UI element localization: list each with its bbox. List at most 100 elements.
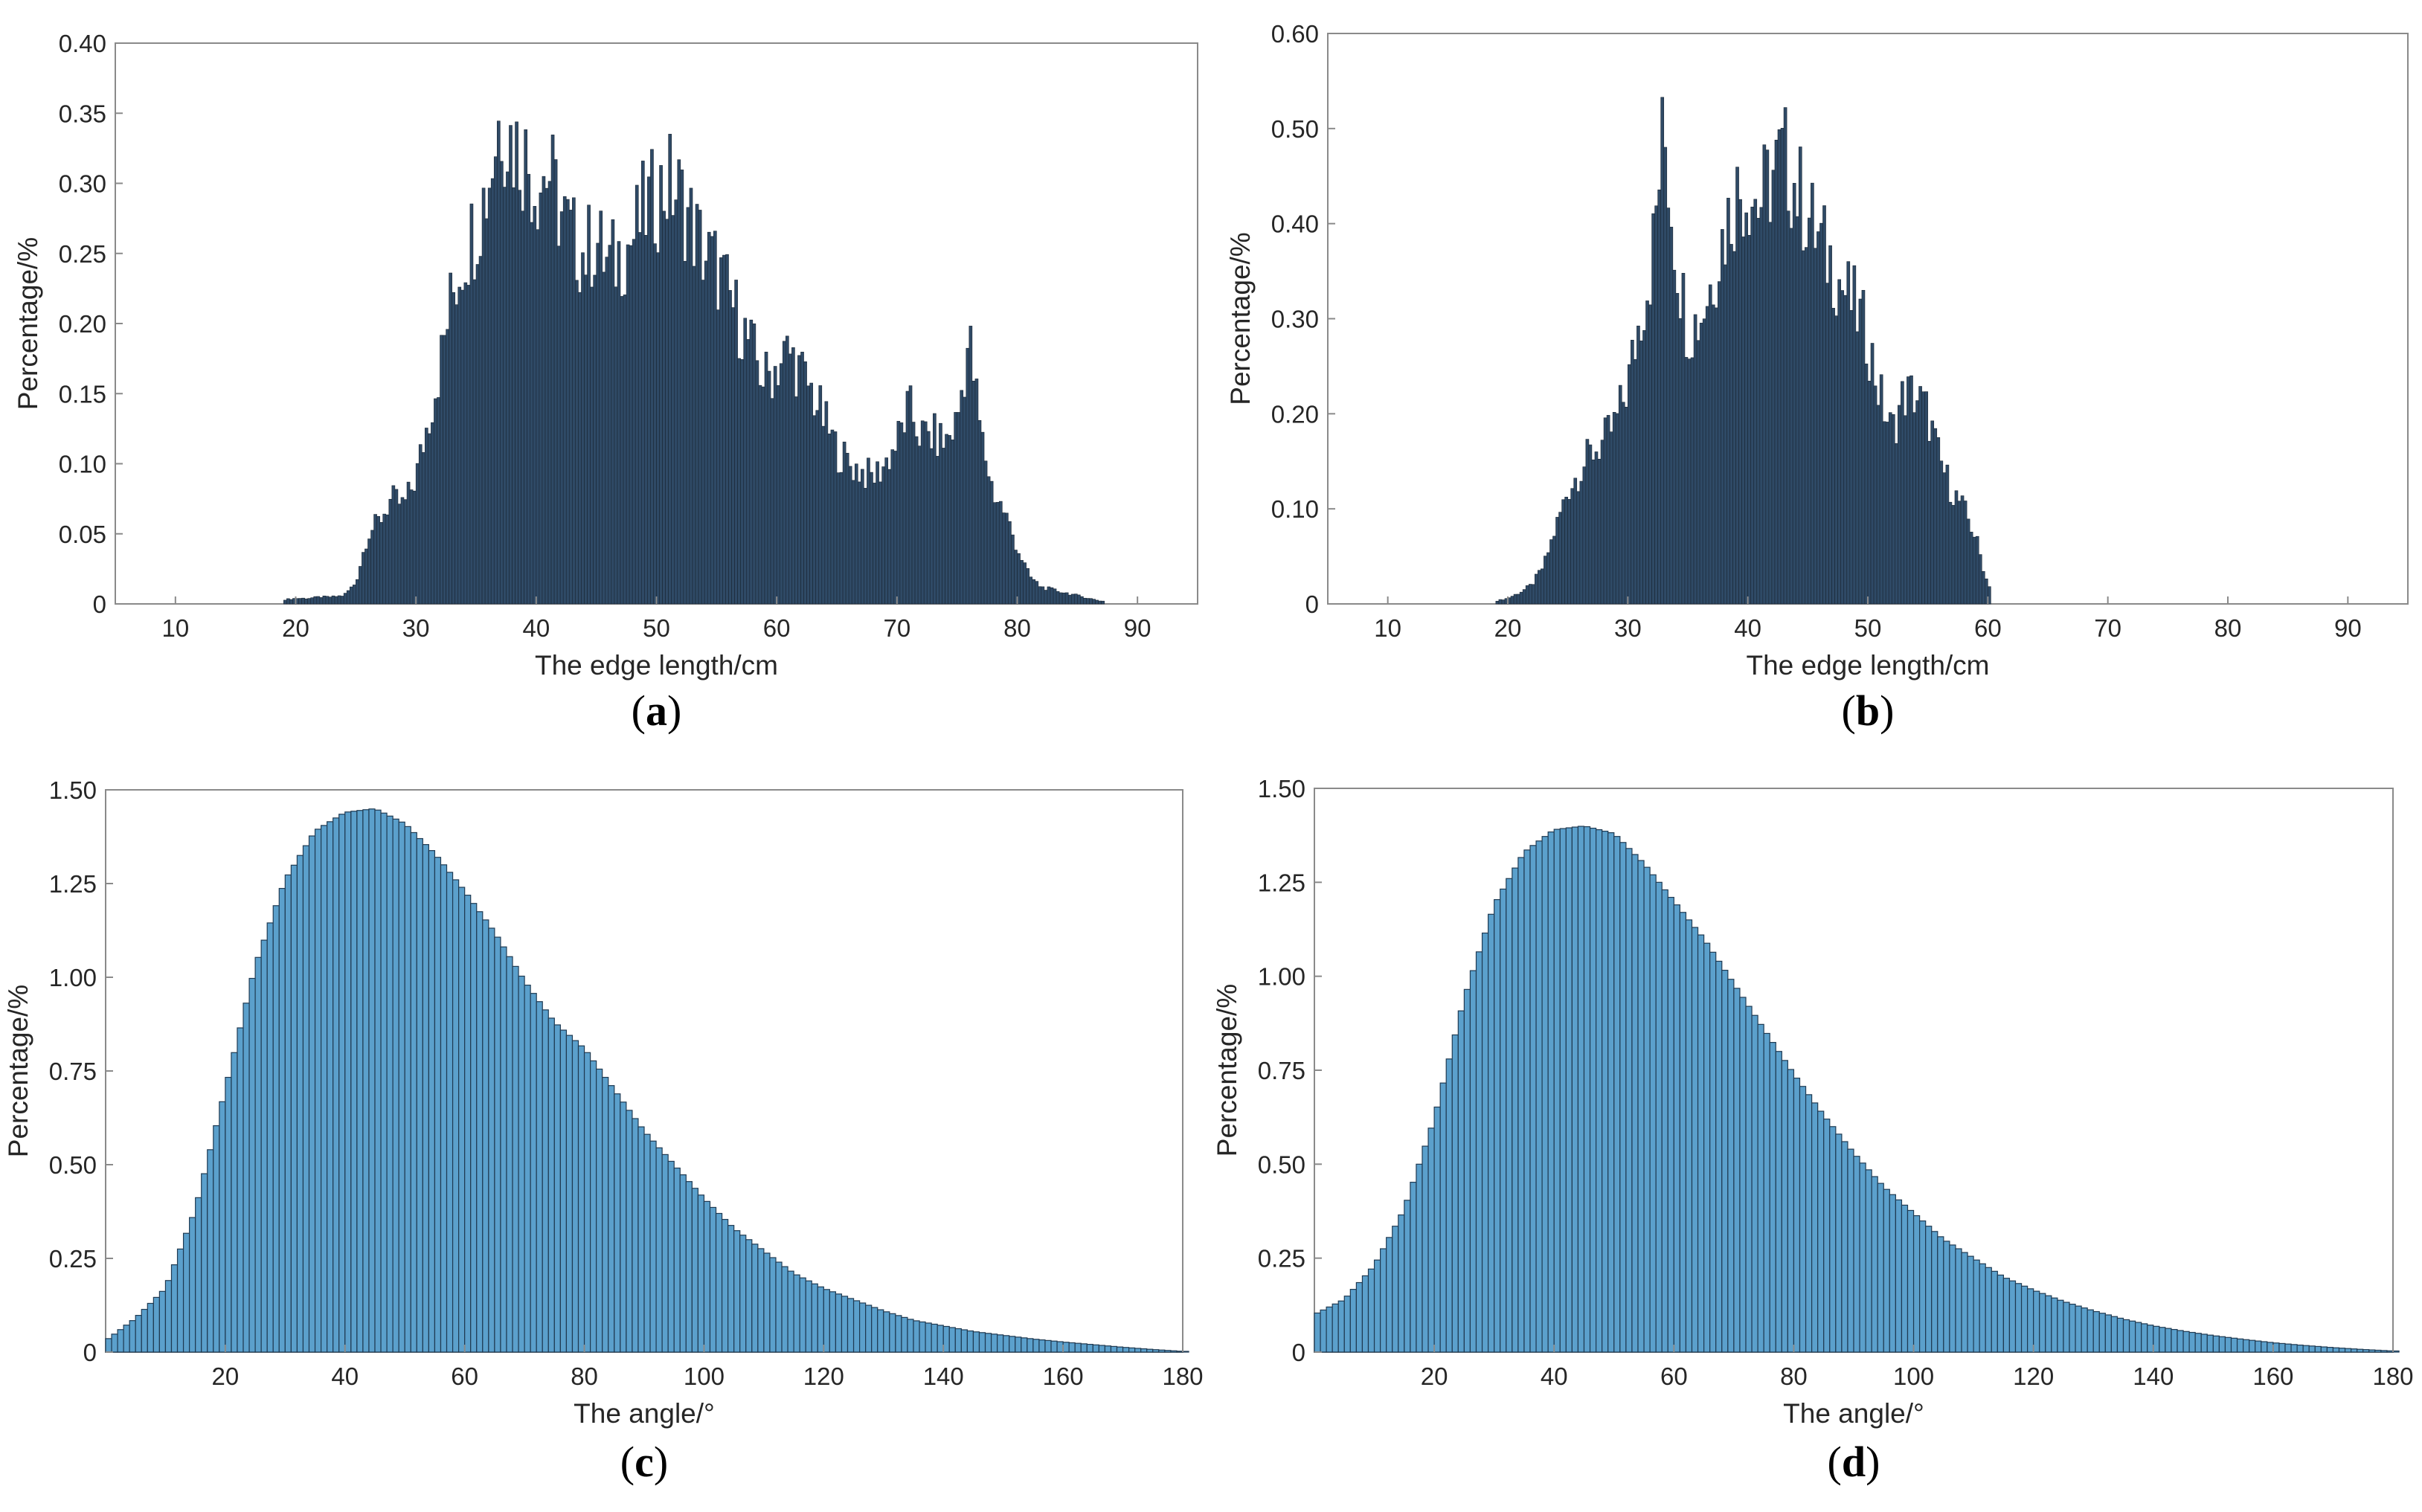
histogram-bar: [1979, 1263, 1986, 1353]
histogram-bar: [665, 219, 669, 605]
histogram-bar: [1067, 594, 1072, 605]
histogram-bar: [847, 1298, 855, 1353]
histogram-bar: [960, 390, 964, 605]
histogram-bar: [338, 814, 346, 1353]
histogram-bar: [2267, 1342, 2274, 1353]
histogram-bar: [1789, 228, 1793, 605]
histogram-bar: [640, 161, 645, 605]
histogram-bar: [2368, 1349, 2376, 1353]
histogram-bar: [1918, 386, 1922, 605]
histogram-bar: [701, 280, 705, 605]
histogram-bar: [1535, 573, 1538, 605]
histogram-bar: [123, 1325, 130, 1353]
histogram-bar: [331, 595, 335, 605]
x-tick-label: 40: [331, 1363, 359, 1390]
histogram-bar: [865, 1304, 873, 1353]
histogram-bar: [1696, 340, 1700, 605]
histogram-bar: [308, 835, 316, 1353]
histogram-bar: [1931, 1231, 1938, 1353]
histogram-bar: [1852, 265, 1857, 605]
histogram-bar: [283, 599, 287, 605]
histogram-bar: [902, 432, 907, 605]
histogram-bar: [2135, 1322, 2142, 1353]
histogram-bar: [722, 254, 726, 605]
histogram-bar: [1924, 391, 1928, 605]
histogram-bar: [1721, 969, 1729, 1353]
histogram-bar: [763, 1252, 771, 1353]
histogram-bar: [490, 178, 495, 605]
histogram-bar: [1361, 1275, 1369, 1353]
histogram-bar: [674, 199, 678, 605]
histogram-bar: [881, 466, 885, 605]
histogram-bar: [231, 1052, 238, 1353]
histogram-bar: [2128, 1320, 2136, 1353]
histogram-bar: [1823, 1119, 1831, 1353]
histogram-bar: [559, 211, 564, 605]
histogram-bar: [302, 845, 310, 1353]
histogram-bar: [2206, 1334, 2214, 1353]
histogram-bar: [266, 922, 274, 1353]
histogram-bar: [1062, 1342, 1070, 1353]
histogram-bar: [871, 1307, 878, 1353]
histogram-bar: [1988, 586, 1991, 605]
histogram-bar: [1909, 375, 1913, 605]
histogram-bar: [158, 1290, 167, 1353]
histogram-bar: [452, 292, 456, 605]
histogram-bar: [1158, 1349, 1166, 1353]
histogram-bar: [412, 490, 417, 605]
histogram-bar: [2008, 1280, 2017, 1353]
x-tick-label: 140: [923, 1363, 964, 1390]
x-tick-label: 40: [522, 614, 550, 642]
histogram-bar: [379, 522, 384, 605]
histogram-bar: [1077, 594, 1081, 605]
histogram-bar: [394, 489, 399, 605]
histogram-bar: [1705, 306, 1709, 605]
histogram-bar: [1991, 1270, 1998, 1353]
histogram-bar: [1017, 553, 1021, 605]
histogram-bar: [1528, 584, 1532, 605]
histogram-bar: [527, 173, 531, 605]
histogram-bar: [2057, 1299, 2064, 1353]
x-axis-label: The edge length/cm: [1746, 650, 1989, 681]
histogram-bar: [602, 271, 606, 605]
histogram-bar: [857, 481, 861, 605]
histogram-bar: [2075, 1305, 2082, 1353]
histogram-bar: [325, 596, 330, 605]
histogram-bar: [908, 385, 913, 605]
histogram-bar: [1501, 599, 1506, 605]
y-axis-label: Percentage/%: [1212, 984, 1242, 1156]
histogram-bar: [458, 887, 466, 1353]
histogram-bar: [1064, 592, 1069, 605]
histogram-bar: [745, 1239, 753, 1353]
histogram-bar: [530, 993, 537, 1353]
histogram-bar: [1972, 536, 1976, 605]
histogram-bar: [1602, 831, 1609, 1353]
histogram-bar: [1498, 599, 1503, 605]
histogram-bar: [1439, 1082, 1447, 1353]
histogram-bar: [2171, 1328, 2178, 1353]
histogram-bar: [568, 210, 573, 605]
histogram-bar: [809, 382, 813, 605]
histogram-bar: [1798, 147, 1802, 605]
histogram-bar: [1783, 107, 1787, 605]
histogram-bar: [2039, 1293, 2046, 1353]
histogram-bar: [1762, 144, 1767, 605]
histogram-bar: [470, 903, 478, 1353]
histogram-bar: [487, 187, 492, 605]
histogram-bar: [2308, 1345, 2316, 1353]
histogram-bar: [1589, 827, 1597, 1353]
histogram-bar: [539, 192, 543, 605]
histogram-bar: [475, 264, 480, 605]
histogram-bar: [1038, 586, 1042, 605]
histogram-bar: [671, 215, 675, 605]
histogram-bar: [1367, 1268, 1375, 1353]
histogram-bar: [1044, 590, 1048, 605]
histogram-bar: [963, 396, 967, 605]
histogram-bar: [1661, 889, 1668, 1353]
x-tick-label: 160: [1043, 1363, 1084, 1390]
histogram-bar: [1591, 459, 1596, 605]
histogram-bar: [775, 1261, 783, 1353]
histogram-bar: [340, 596, 344, 605]
histogram-bar: [1718, 281, 1721, 605]
histogram-bar: [833, 431, 838, 605]
